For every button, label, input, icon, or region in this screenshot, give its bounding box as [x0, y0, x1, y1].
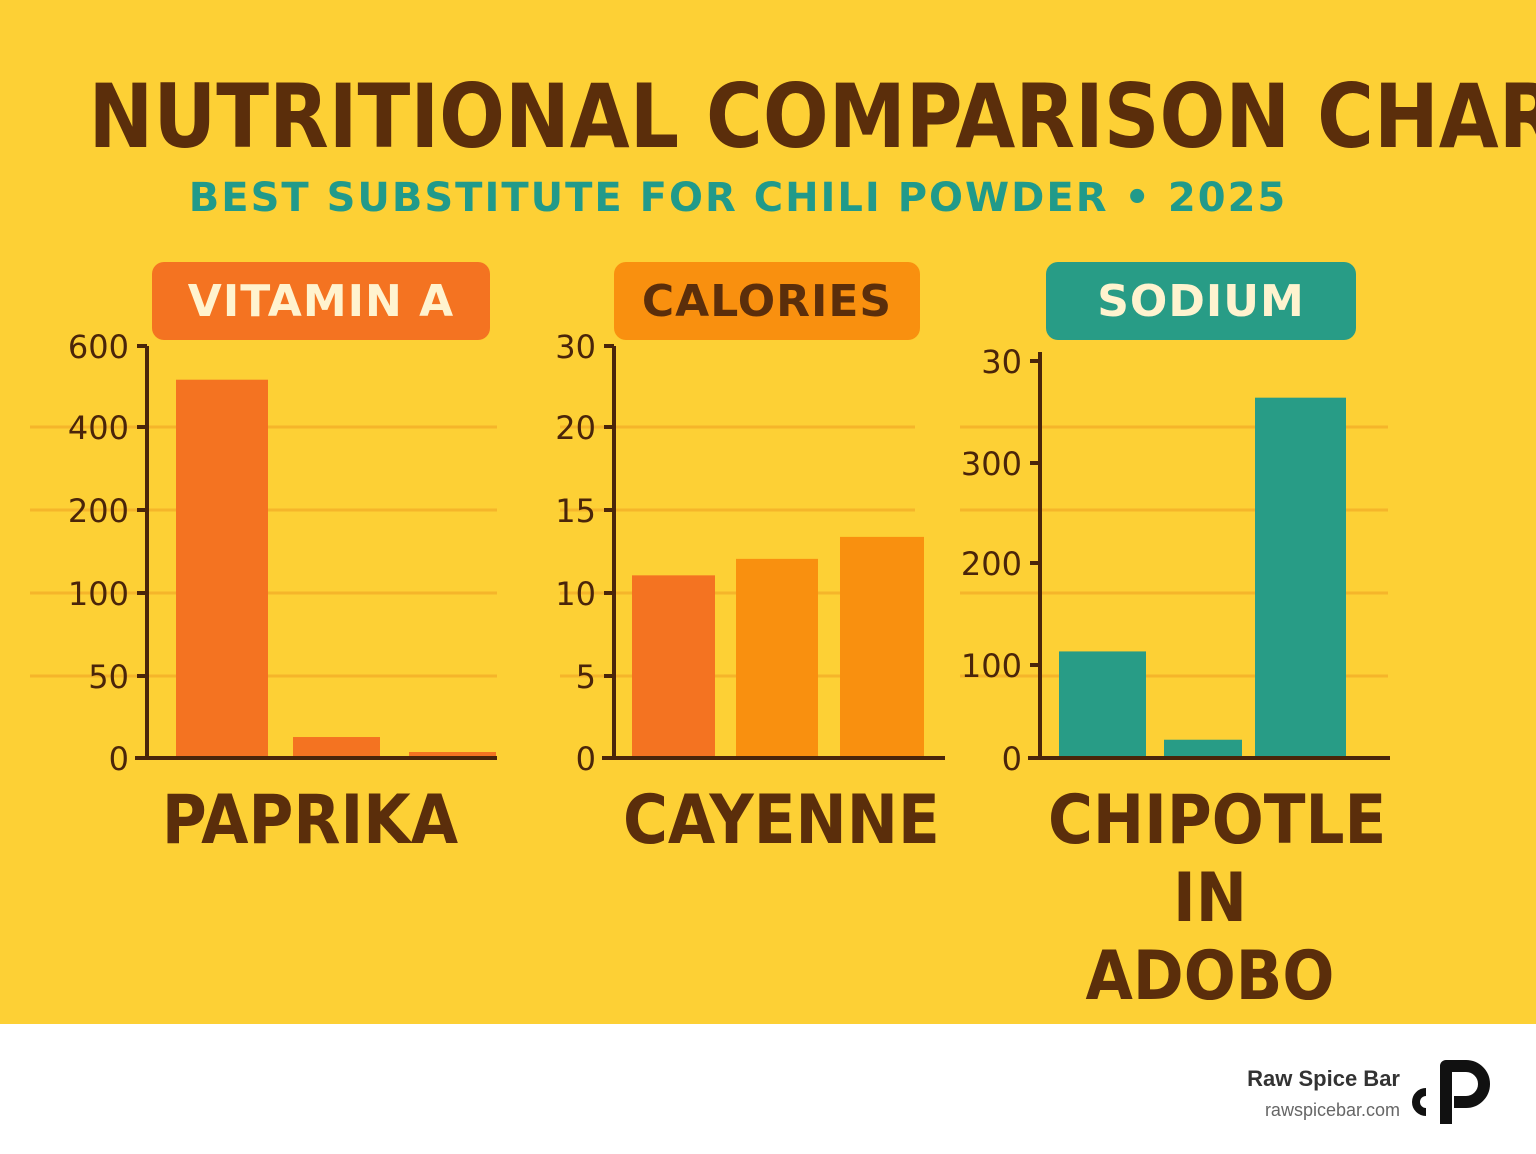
category-label-paprika: PAPRIKA [161, 781, 459, 860]
badge-sodium: SODIUM [1046, 262, 1356, 340]
tick-label: 30 [981, 343, 1022, 381]
footer: Raw Spice Bar rawspicebar.com [0, 1024, 1536, 1154]
poster-background: NUTRITIONAL COMPARISON CHART BEST SUBSTI… [0, 0, 1536, 1024]
category-label-chipotle: CHIPOTLE IN ADOBO [1048, 781, 1387, 1016]
tick-label: 0 [109, 740, 129, 778]
bar [293, 737, 380, 758]
bar [840, 536, 924, 758]
tick-label: 0 [576, 740, 596, 778]
bar [1255, 397, 1346, 758]
tick-label: 20 [555, 409, 596, 447]
tick-label: 0 [1002, 740, 1022, 778]
tick-label: 15 [555, 492, 596, 530]
tick-label: 5 [576, 658, 596, 696]
bar [736, 558, 818, 758]
tick-label: 200 [961, 545, 1022, 583]
bar [632, 575, 715, 758]
brand-url: rawspicebar.com [1264, 1100, 1400, 1120]
chart-sodium: 0 100 200 300 30 [960, 343, 1390, 778]
tick-label: 50 [88, 658, 129, 696]
chart-subtitle: BEST SUBSTITUTE FOR CHILI POWDER • 2025 [188, 175, 1288, 221]
bar [1164, 739, 1242, 758]
tick-label: 400 [68, 409, 129, 447]
chart-calories: 0 5 10 15 20 30 [555, 328, 945, 778]
tick-label: 300 [961, 445, 1022, 483]
badge-calories: CALORIES [614, 262, 920, 340]
badge-vitamin-a: VITAMIN A [152, 262, 490, 340]
tick-label: 30 [555, 328, 596, 366]
tick-label: 10 [555, 575, 596, 613]
bar [176, 379, 268, 758]
brand-logo-icon [1412, 1060, 1490, 1124]
chart-vitamin-a: 0 50 100 200 400 600 [30, 328, 497, 778]
tick-label: 600 [68, 328, 129, 366]
bar [1059, 651, 1146, 758]
charts-canvas: 0 50 100 200 400 600 0 5 10 15 20 30 0 100 200 300 30 [30, 328, 1390, 778]
brand-name: Raw Spice Bar [1247, 1066, 1400, 1091]
tick-label: 100 [68, 575, 129, 613]
chart-title: NUTRITIONAL COMPARISON CHART [88, 65, 1536, 168]
tick-label: 200 [68, 492, 129, 530]
category-label-cayenne: CAYENNE [623, 781, 940, 860]
bar [409, 752, 496, 758]
tick-label: 100 [961, 647, 1022, 685]
